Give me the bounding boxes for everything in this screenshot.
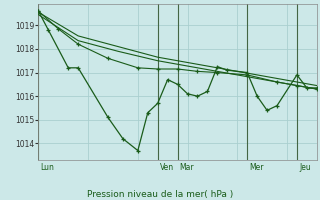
- Text: Lun: Lun: [40, 163, 54, 172]
- Text: Jeu: Jeu: [299, 163, 311, 172]
- Text: Mer: Mer: [249, 163, 264, 172]
- Text: Pression niveau de la mer( hPa ): Pression niveau de la mer( hPa ): [87, 190, 233, 199]
- Text: Mar: Mar: [180, 163, 194, 172]
- Text: Ven: Ven: [160, 163, 174, 172]
